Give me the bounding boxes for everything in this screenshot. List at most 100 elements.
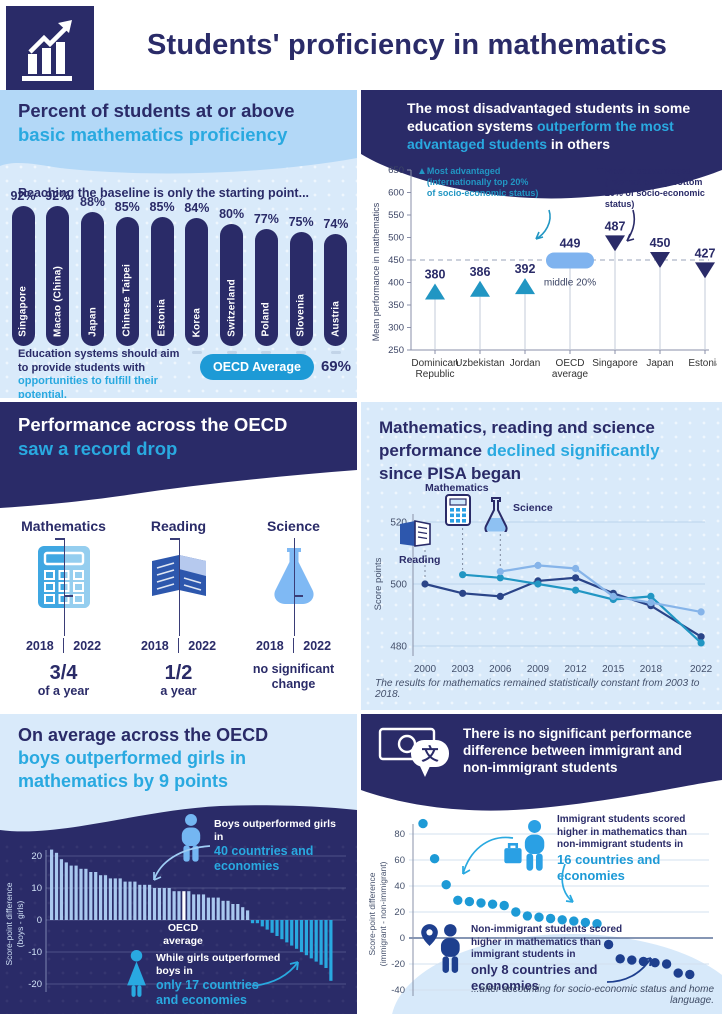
- panel-immigrant-gap: 文 There is no significant performance di…: [361, 714, 722, 1014]
- svg-text:300: 300: [388, 323, 404, 334]
- curved-arrow: [626, 209, 636, 242]
- panel4-title-plain1: Mathematics, reading and science perform…: [379, 418, 655, 460]
- year-divider: [292, 638, 295, 653]
- divider-serif: [63, 595, 73, 597]
- curved-arrow: [153, 845, 211, 881]
- proficiency-bar-chinese-taipei: 85% Chinese Taipei: [112, 200, 142, 354]
- panel5-title-highlight: boys outperformed girls in mathematics b…: [18, 748, 247, 791]
- svg-text:392: 392: [515, 262, 536, 276]
- non-immigrant-annotation-highlight: only 8 countries and economies: [471, 961, 598, 994]
- panel1-subtitle: Reaching the baseline is only the starti…: [18, 186, 310, 200]
- subject-column-mathematics: Mathematics 2018: [6, 518, 121, 699]
- immigrant-annotation-plain: Immigrant students scored higher in math…: [557, 814, 688, 850]
- svg-text:2022: 2022: [690, 664, 713, 675]
- panel-record-drop: Performance across the OECD saw a record…: [0, 402, 357, 710]
- svg-text:480: 480: [390, 642, 407, 653]
- panel2-title-highlight: outperform the most advantaged students: [407, 118, 674, 152]
- svg-text:Score points: Score points: [373, 557, 384, 610]
- legend-disadvantaged-label: Most disadvantaged (internationally bott…: [604, 166, 705, 209]
- proficiency-bar-austria: 74% Austria: [321, 217, 351, 354]
- growth-chart-icon: [6, 6, 94, 90]
- girl-icon: [127, 950, 146, 997]
- curved-arrow: [606, 957, 652, 983]
- money-language-icon: 文: [378, 727, 449, 777]
- svg-text:20: 20: [31, 851, 42, 862]
- oecd-average-value: 69%: [320, 358, 351, 375]
- svg-text:(immigrant - non-immigrant): (immigrant - non-immigrant): [378, 861, 388, 966]
- subject-column-reading: Reading 2018 2022: [121, 518, 236, 699]
- svg-text:0: 0: [400, 933, 405, 944]
- svg-text:650: 650: [388, 165, 404, 176]
- svg-text:2018: 2018: [640, 664, 663, 675]
- trend-line-chart: Score points 520 500 480 2000 2003 2006 2009 201…: [373, 514, 713, 675]
- drop-amount: 3/4: [49, 662, 78, 684]
- svg-text:Republic: Republic: [416, 369, 455, 380]
- subject-column-science: Science 2018 2022 no significant change: [236, 518, 351, 699]
- panel1-footer-text: Education systems should aim to provide …: [18, 348, 192, 398]
- legend-most-disadvantaged: ▼ Most disadvantaged (internationally bo…: [595, 166, 721, 210]
- svg-text:middle 20%: middle 20%: [544, 277, 596, 288]
- panel1-title-line1: Percent of students at or above: [18, 100, 295, 121]
- divider-serif: [293, 595, 303, 597]
- oecd-average-pill: OECD Average: [199, 354, 314, 380]
- divider-serif: [169, 538, 179, 540]
- svg-text:500: 500: [390, 580, 407, 591]
- year-divider: [177, 638, 180, 653]
- svg-text:2015: 2015: [602, 664, 625, 675]
- mathematics-line-label: Mathematics: [425, 482, 489, 494]
- year-2022: 2022: [303, 638, 332, 653]
- svg-text:449: 449: [560, 236, 581, 250]
- panel1-title-line2: basic mathematics proficiency: [18, 124, 288, 145]
- svg-text:487: 487: [605, 219, 626, 233]
- equity-scatter-chart: Mean performance in mathematics 650 600 550…: [371, 165, 717, 380]
- girls-annotation-highlight: only 17 countries and economies: [156, 978, 259, 1007]
- gender-gap-bar-chart: Score-point difference (boys - girls) 20 10…: [4, 849, 346, 992]
- legend-advantaged-label: Most advantaged (internationally top 20%…: [426, 166, 539, 198]
- panel5-title-line1: On average across the OECD: [18, 725, 269, 745]
- svg-text:2012: 2012: [564, 664, 587, 675]
- year-2022: 2022: [188, 638, 217, 653]
- svg-text:386: 386: [470, 265, 491, 279]
- svg-text:Singapore: Singapore: [592, 358, 638, 369]
- panel-basic-proficiency: Percent of students at or above basic ma…: [0, 90, 357, 398]
- svg-text:Dominican: Dominican: [411, 358, 458, 369]
- boys-annotation-plain: Boys outperformed girls in: [214, 818, 336, 843]
- year-2018: 2018: [140, 638, 169, 653]
- subject-label: Science: [267, 518, 320, 534]
- curved-arrow: [535, 209, 551, 240]
- svg-text:600: 600: [388, 188, 404, 199]
- panel1-footer-plain: Education systems should aim to provide …: [18, 348, 180, 374]
- year-2018: 2018: [25, 638, 54, 653]
- panel6-title: There is no significant performance diff…: [463, 726, 692, 775]
- panel6-footnote: ...after accounting for socio-economic s…: [471, 984, 714, 1006]
- panel4-footnote: The results for mathematics remained sta…: [375, 678, 700, 700]
- svg-text:380: 380: [425, 268, 446, 282]
- year-divider: [62, 638, 65, 653]
- curved-arrow: [462, 836, 514, 875]
- panel3-title-line1: Performance across the OECD: [18, 414, 288, 435]
- panel2-title-plain1: The most disadvantaged students in some …: [407, 100, 691, 134]
- panel3-title-line2: saw a record drop: [18, 438, 178, 459]
- svg-text:Score-point difference: Score-point difference: [4, 882, 14, 965]
- up-triangle-icon: ▲: [417, 166, 427, 177]
- proficiency-bar-estonia: 85% Estonia: [147, 200, 177, 354]
- svg-text:Japan: Japan: [646, 358, 673, 369]
- svg-text:(boys - girls): (boys - girls): [15, 900, 25, 947]
- svg-text:500: 500: [388, 233, 404, 244]
- science-line-label: Science: [513, 502, 553, 514]
- svg-text:0: 0: [37, 915, 42, 926]
- svg-text:2003: 2003: [452, 664, 475, 675]
- svg-text:2000: 2000: [414, 664, 437, 675]
- non-immigrant-annotation: Non-immigrant students scored higher in …: [471, 924, 629, 995]
- svg-text:-40: -40: [391, 985, 405, 996]
- svg-text:40: 40: [394, 881, 405, 892]
- svg-text:10: 10: [31, 883, 42, 894]
- panel-pisa-trend: Mathematics, reading and science perform…: [361, 402, 722, 710]
- flask-icon: [484, 497, 508, 532]
- year-2018: 2018: [255, 638, 284, 653]
- svg-text:Jordan: Jordan: [510, 358, 541, 369]
- svg-text:2009: 2009: [527, 664, 550, 675]
- year-divider-line: [293, 538, 295, 636]
- svg-text:-10: -10: [28, 947, 42, 958]
